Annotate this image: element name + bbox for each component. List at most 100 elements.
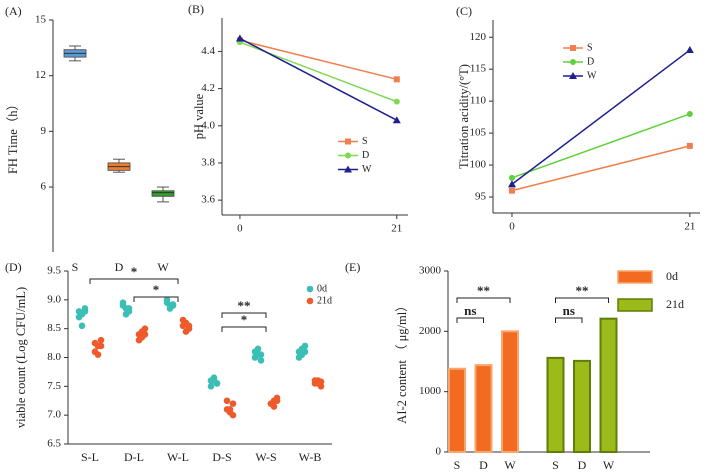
data-point <box>685 46 694 54</box>
data-point <box>508 174 515 181</box>
y-tick-label: 4.2 <box>201 82 215 94</box>
series-line <box>511 49 691 185</box>
legend-marker <box>345 138 351 145</box>
significance-bracket <box>221 326 267 332</box>
data-point <box>686 142 693 149</box>
data-point <box>226 406 234 413</box>
data-point <box>229 411 237 419</box>
series-line <box>239 37 398 121</box>
y-tick-label: 2000 <box>419 325 442 337</box>
legend-label: 21d <box>317 295 332 306</box>
legend-label: 0d <box>666 269 678 283</box>
data-point <box>273 397 281 405</box>
significance-bracket <box>133 296 179 302</box>
data-point <box>94 351 102 358</box>
y-axis-label: pH value <box>192 93 206 139</box>
data-point <box>185 322 193 330</box>
x-tick-label: W <box>603 458 615 472</box>
y-tick-label: 9.5 <box>47 265 61 277</box>
legend-marker <box>306 297 314 305</box>
bar <box>501 330 519 454</box>
y-tick-label: 4.4 <box>201 45 215 57</box>
x-tick-label: D <box>115 260 124 274</box>
significance-bracket <box>456 297 511 303</box>
significance-label: ** <box>477 283 490 298</box>
y-tick-label: 7.5 <box>47 380 61 392</box>
legend-label: 0d <box>317 283 327 294</box>
data-point <box>75 313 83 321</box>
significance-bracket <box>221 312 267 318</box>
y-tick-label: 15 <box>35 14 47 26</box>
series-line <box>239 39 397 81</box>
legend-label: D <box>587 56 594 67</box>
data-point <box>393 76 400 83</box>
y-tick-label: 6 <box>41 181 47 193</box>
legend-marker <box>306 285 314 293</box>
x-tick-label: S-L <box>81 450 99 464</box>
data-point <box>223 397 231 405</box>
panel-label: (B) <box>188 2 204 16</box>
y-tick-label: 0 <box>436 446 442 458</box>
data-point <box>257 357 265 364</box>
panel-label: (D) <box>5 260 22 274</box>
panel-label: (A) <box>5 4 22 18</box>
x-tick-label: 21 <box>684 221 695 233</box>
bar <box>573 359 591 453</box>
y-tick-label: 8.0 <box>47 351 61 363</box>
y-tick-label: 120 <box>470 31 487 43</box>
significance-label: ** <box>576 283 589 298</box>
data-point <box>135 336 143 344</box>
data-point <box>179 316 187 324</box>
data-point <box>97 336 105 344</box>
data-point <box>508 187 515 194</box>
legend-swatch <box>617 298 653 312</box>
legend-label: W <box>362 164 372 175</box>
data-point <box>686 110 693 117</box>
legend-label: D <box>362 150 369 161</box>
x-tick-label: 0 <box>509 221 515 233</box>
y-tick-label: 95 <box>475 191 487 203</box>
significance-bracket <box>555 297 609 303</box>
legend-swatch <box>617 270 653 284</box>
y-axis-label: viable count (Log CFU/mL) <box>14 287 28 428</box>
x-tick-label: D <box>578 458 587 472</box>
y-tick-label: 9.0 <box>47 293 61 305</box>
significance-label: ** <box>238 298 251 313</box>
data-point <box>254 345 262 353</box>
y-tick-label: 110 <box>470 95 487 107</box>
y-tick-label: 100 <box>470 159 487 171</box>
data-point <box>393 98 400 105</box>
significance-label: ns <box>563 303 575 318</box>
panel-label: (C) <box>456 4 472 18</box>
data-point <box>270 403 278 410</box>
significance-label: ns <box>464 303 476 318</box>
series-line <box>511 113 691 179</box>
data-point <box>257 351 265 358</box>
y-tick-label: 3.6 <box>201 194 215 206</box>
x-tick-label: W-L <box>167 450 189 464</box>
bar <box>474 364 493 453</box>
legend-marker <box>344 165 352 173</box>
data-point <box>301 348 309 356</box>
legend-marker <box>345 152 351 159</box>
x-tick-label: S <box>72 260 79 274</box>
box <box>151 190 175 197</box>
data-point <box>125 305 133 312</box>
significance-label: * <box>241 312 248 327</box>
x-tick-label: W-B <box>299 450 322 464</box>
y-axis-label: AI-2 content （ μg/ml） <box>395 299 409 423</box>
x-tick-label: D <box>479 458 488 472</box>
y-tick-label: 6.5 <box>47 438 61 450</box>
x-tick-label: 0 <box>237 223 243 235</box>
data-point <box>507 180 516 188</box>
legend-label: 21d <box>666 297 684 311</box>
y-axis-label: Titration acidity/(°T) <box>457 64 471 169</box>
data-point <box>182 328 190 335</box>
data-point <box>317 378 325 386</box>
y-tick-label: 9 <box>41 125 47 137</box>
significance-label: * <box>131 264 138 279</box>
data-point <box>235 34 244 42</box>
x-tick-label: S <box>454 458 461 472</box>
y-tick-label: 115 <box>470 63 487 75</box>
